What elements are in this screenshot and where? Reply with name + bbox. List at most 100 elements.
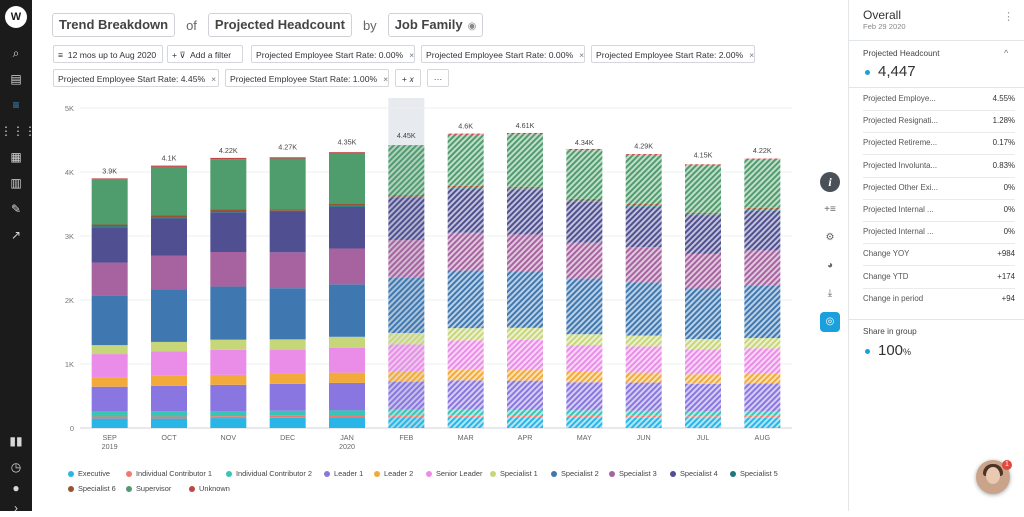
bar-segment[interactable] — [566, 242, 603, 279]
legend-item[interactable]: Specialist 3 — [609, 469, 657, 479]
bar-segment[interactable] — [625, 282, 662, 336]
metric-row[interactable]: Change YOY +984 — [863, 243, 1015, 267]
bar-segment[interactable] — [566, 150, 603, 199]
bar-segment[interactable] — [507, 415, 543, 418]
more-filters-button[interactable]: ··· — [427, 69, 449, 87]
bar-segment[interactable] — [269, 212, 306, 253]
bar-segment[interactable] — [388, 381, 425, 410]
bar-segment[interactable] — [91, 411, 128, 417]
bar-segment[interactable] — [447, 369, 484, 381]
bar-segment[interactable] — [625, 410, 662, 416]
legend-item[interactable]: Specialist 5 — [730, 469, 778, 479]
bar-segment[interactable] — [625, 417, 662, 428]
bar-segment[interactable] — [210, 159, 247, 210]
bar-segment[interactable] — [625, 372, 662, 383]
bar-segment[interactable] — [91, 224, 128, 227]
bar-segment[interactable] — [507, 417, 543, 428]
bar-segment[interactable] — [447, 380, 484, 410]
view-selector[interactable]: Trend Breakdown — [52, 13, 176, 37]
bar-segment[interactable] — [329, 417, 365, 428]
bar-segment[interactable] — [625, 415, 662, 418]
metric-row[interactable]: Projected Retireme... 0.17% — [863, 132, 1015, 156]
bar-segment[interactable] — [388, 195, 425, 197]
bar-segment[interactable] — [151, 255, 187, 290]
bar-segment[interactable] — [329, 382, 365, 411]
bar-segment[interactable] — [566, 410, 603, 416]
bar-segment[interactable] — [507, 186, 543, 189]
bar-segment[interactable] — [388, 409, 425, 416]
bar-segment[interactable] — [447, 232, 484, 271]
list-icon[interactable]: ≡ — [12, 98, 20, 112]
bar-segment[interactable] — [210, 286, 247, 340]
bar-segment[interactable] — [685, 165, 721, 213]
bar-segment[interactable] — [210, 212, 247, 252]
bar-segment[interactable] — [447, 409, 484, 416]
bar-segment[interactable] — [151, 341, 187, 352]
app-logo[interactable]: W — [5, 6, 27, 28]
close-icon[interactable]: × — [749, 50, 755, 60]
bar-segment[interactable] — [269, 410, 306, 416]
legend-item[interactable]: Supervisor — [126, 484, 171, 494]
kebab-menu-icon[interactable]: ⋮ — [1003, 11, 1014, 23]
bar-segment[interactable] — [329, 248, 365, 285]
bar-segment[interactable] — [507, 189, 543, 235]
close-icon[interactable]: × — [409, 50, 415, 60]
metric-row[interactable]: Projected Involunta... 0.83% — [863, 155, 1015, 178]
bar-segment[interactable] — [151, 416, 187, 419]
bar-segment[interactable] — [329, 347, 365, 373]
bar-segment[interactable] — [507, 327, 543, 340]
bar-segment[interactable] — [151, 375, 187, 386]
bar-segment[interactable] — [151, 165, 187, 167]
bar-segment[interactable] — [91, 295, 128, 346]
search-icon[interactable]: ⌕ — [12, 46, 20, 60]
bar-segment[interactable] — [269, 339, 306, 350]
bar-segment[interactable] — [507, 370, 543, 381]
bar-segment[interactable] — [744, 411, 781, 416]
bar-segment[interactable] — [685, 349, 721, 375]
bar-segment[interactable] — [744, 250, 781, 286]
bar-segment[interactable] — [388, 415, 425, 418]
bar-segment[interactable] — [210, 211, 247, 213]
bar-segment[interactable] — [507, 234, 543, 272]
bar-segment[interactable] — [269, 417, 306, 428]
bar-segment[interactable] — [329, 336, 365, 348]
bar-segment[interactable] — [507, 340, 543, 371]
bar-segment[interactable] — [210, 374, 247, 385]
bar-segment[interactable] — [91, 377, 128, 387]
legend-item[interactable]: Individual Contributor 2 — [226, 469, 312, 479]
bar-segment[interactable] — [388, 145, 425, 196]
bar-segment[interactable] — [388, 196, 425, 198]
bar-segment[interactable] — [685, 164, 721, 166]
time-range-filter[interactable]: ≡ 12 mos up to Aug 2020 — [53, 45, 163, 63]
bar-segment[interactable] — [685, 418, 721, 428]
bar-segment[interactable] — [744, 348, 781, 374]
bar-segment[interactable] — [744, 417, 781, 428]
bar-segment[interactable] — [744, 207, 781, 210]
book-icon[interactable]: ▤ — [10, 72, 22, 86]
bar-segment[interactable] — [685, 416, 721, 419]
bar-segment[interactable] — [685, 215, 721, 254]
bar-segment[interactable] — [388, 344, 425, 372]
bar-segment[interactable] — [744, 415, 781, 418]
formula-button[interactable]: + 𝑥 — [395, 69, 421, 87]
bar-segment[interactable] — [744, 285, 781, 339]
bar-segment[interactable] — [269, 373, 306, 384]
legend-item[interactable]: Leader 1 — [324, 469, 363, 479]
bar-segment[interactable] — [210, 157, 247, 160]
bar-segment[interactable] — [685, 374, 721, 384]
bar-segment[interactable] — [685, 383, 721, 412]
bar-segment[interactable] — [625, 382, 662, 411]
expand-icon[interactable]: › — [14, 501, 18, 515]
export-icon[interactable]: ↗ — [10, 228, 22, 242]
bar-segment[interactable] — [566, 415, 603, 418]
bar-segment[interactable] — [566, 148, 603, 151]
bar-segment[interactable] — [269, 158, 306, 210]
bar-segment[interactable] — [151, 351, 187, 376]
metric-row[interactable]: Projected Employe... 4.55% — [863, 88, 1015, 111]
bar-segment[interactable] — [269, 288, 306, 340]
bar-segment[interactable] — [625, 155, 662, 204]
bar-segment[interactable] — [566, 372, 603, 383]
bar-segment[interactable] — [566, 278, 603, 335]
dimension-selector[interactable]: Job Family ◉ — [387, 13, 484, 37]
bar-segment[interactable] — [507, 132, 543, 135]
